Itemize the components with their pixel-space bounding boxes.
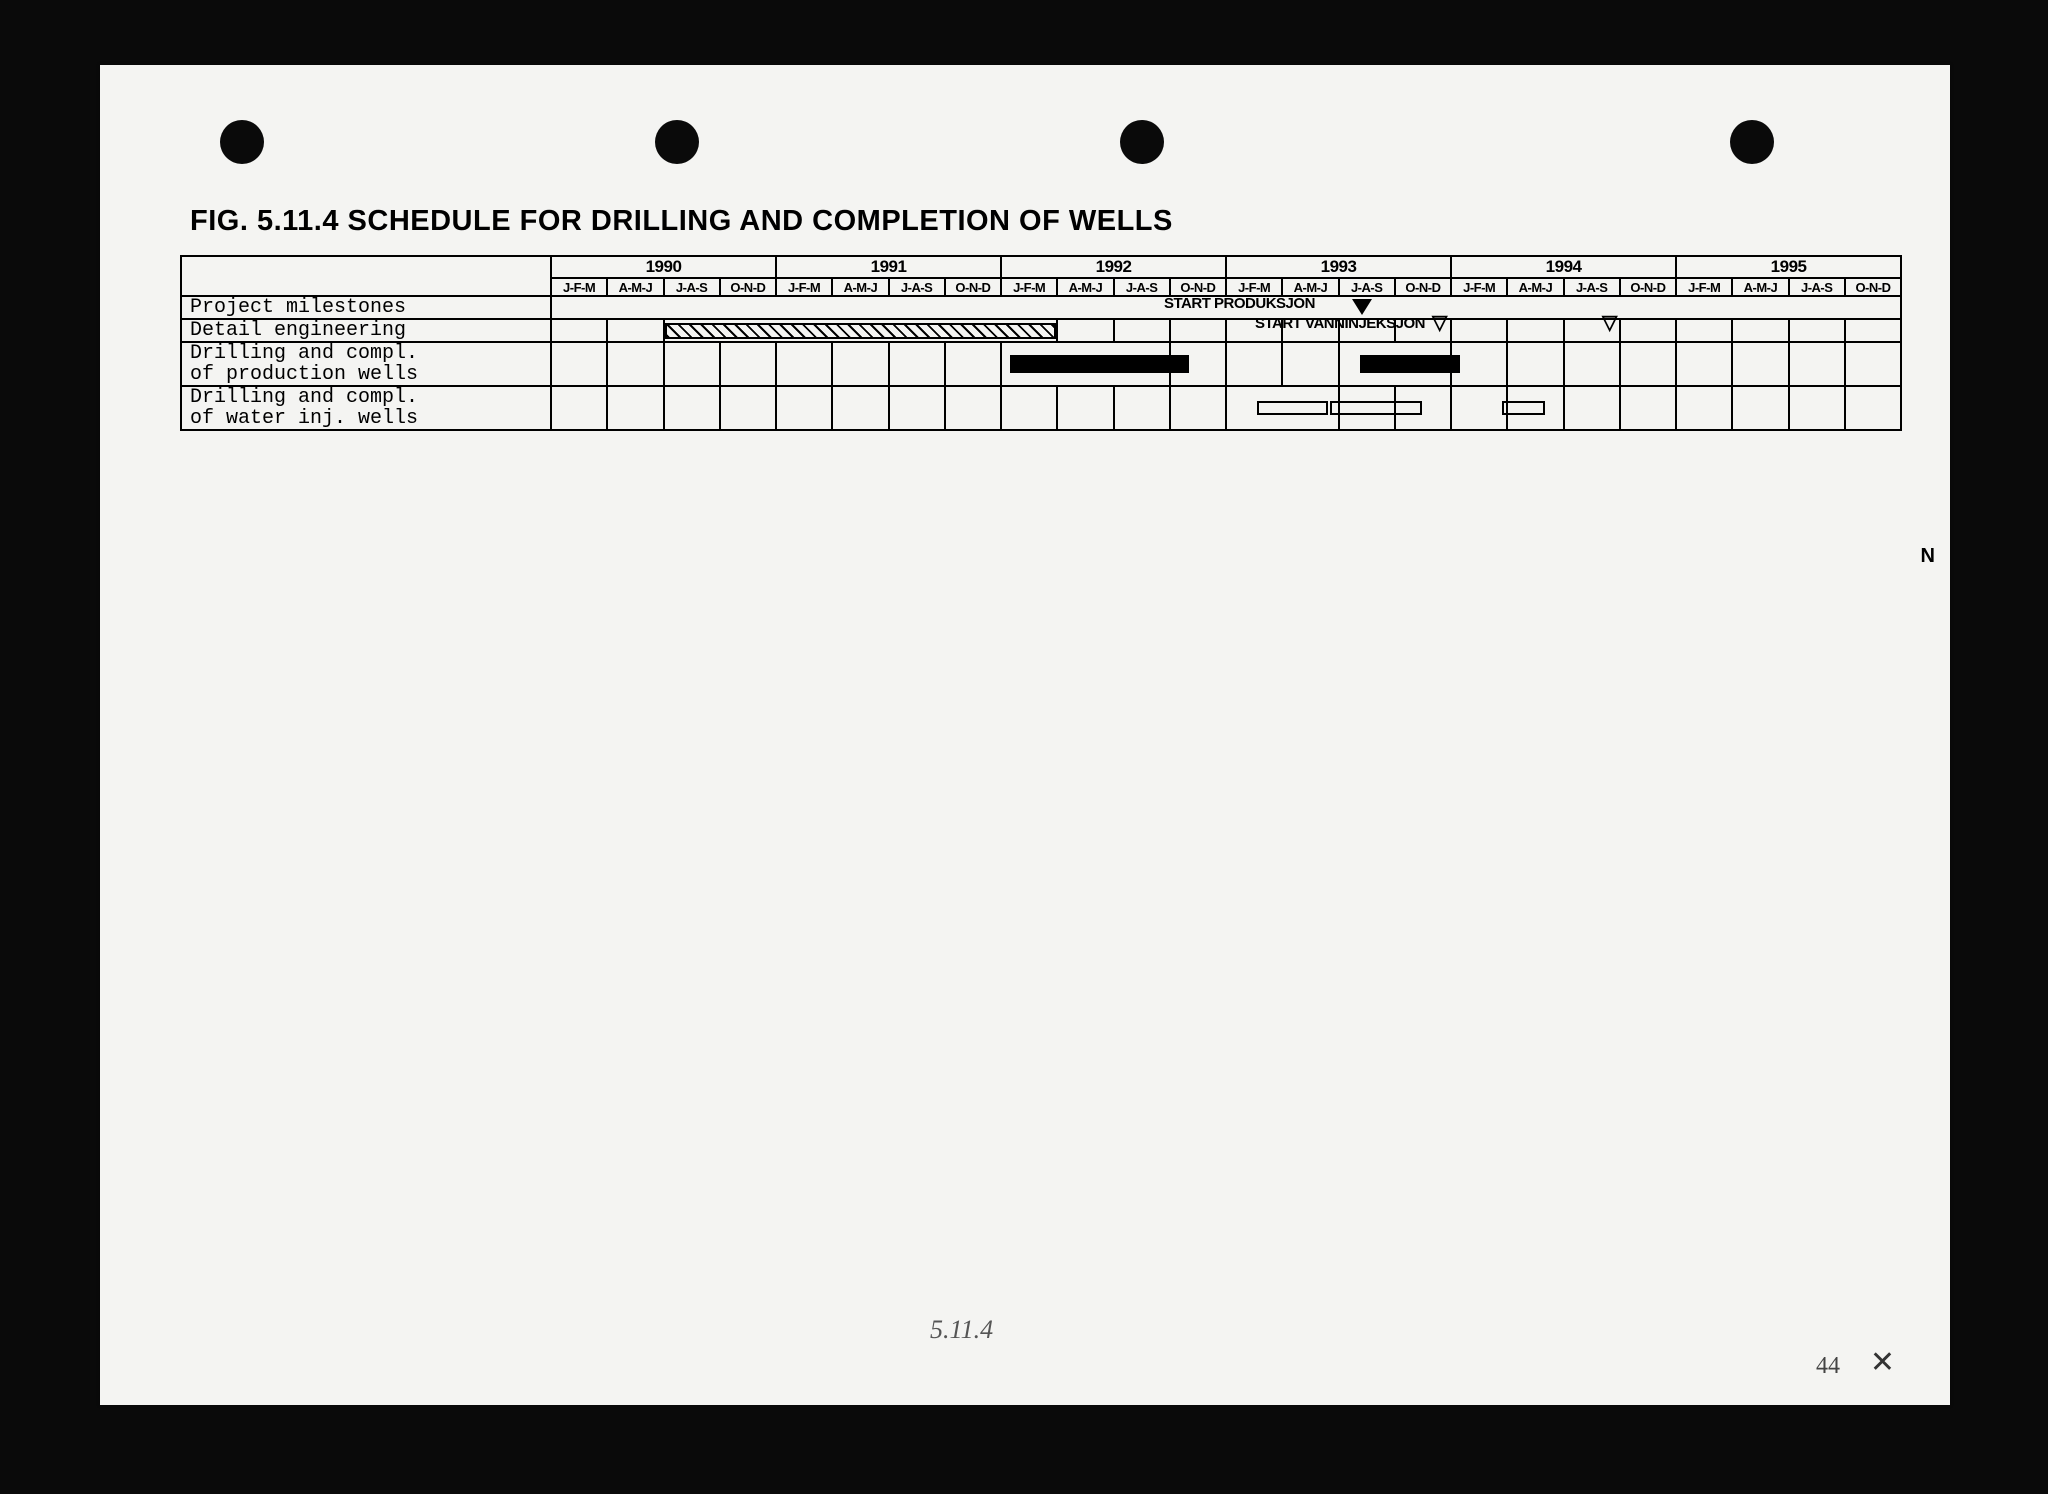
quarter-header: A-M-J xyxy=(832,278,888,296)
year-header: 1994 xyxy=(1451,256,1676,278)
x-mark: ✕ xyxy=(1870,1345,1895,1380)
quarter-header: J-A-S xyxy=(1789,278,1845,296)
quarter-header: J-F-M xyxy=(776,278,832,296)
gantt-bar-hatch xyxy=(665,323,1057,339)
quarter-header: J-A-S xyxy=(889,278,945,296)
gantt-bar-hollow xyxy=(1502,401,1544,415)
quarter-header: J-A-S xyxy=(1339,278,1395,296)
row-label: Drilling and compl. of water inj. wells xyxy=(181,386,551,430)
gantt-bar-solid xyxy=(1010,355,1189,373)
quarter-header: O-N-D xyxy=(1620,278,1676,296)
table-row-milestones: Project milestones START PRODUKSJON STAR… xyxy=(181,296,1901,319)
quarter-header: J-A-S xyxy=(664,278,720,296)
side-letter: N xyxy=(1921,545,1935,568)
quarter-header: A-M-J xyxy=(1507,278,1563,296)
quarter-header: O-N-D xyxy=(1170,278,1226,296)
quarter-header: O-N-D xyxy=(1845,278,1901,296)
gantt-bar-solid xyxy=(1360,355,1461,373)
milestone-label: START PRODUKSJON xyxy=(1164,295,1315,312)
gantt-bar-hollow xyxy=(1257,401,1328,415)
row-label: Project milestones xyxy=(181,296,551,319)
row-label: Drilling and compl. of production wells xyxy=(181,342,551,386)
triangle-marker-outline: ▽ xyxy=(1432,313,1447,333)
footer-figure-number: 5.11.4 xyxy=(930,1315,993,1345)
gantt-chart: 1990 1991 1992 1993 1994 1995 J-F-MA-M-J… xyxy=(180,255,1900,431)
year-header: 1993 xyxy=(1226,256,1451,278)
paper-page: FIG. 5.11.4 SCHEDULE FOR DRILLING AND CO… xyxy=(100,65,1950,1405)
gantt-bar-hollow xyxy=(1330,401,1422,415)
punch-hole xyxy=(655,120,699,164)
quarter-header: J-F-M xyxy=(1001,278,1057,296)
triangle-marker-outline: ▽ xyxy=(1602,313,1617,333)
quarter-header: A-M-J xyxy=(1057,278,1113,296)
quarter-header: J-F-M xyxy=(1451,278,1507,296)
quarter-header: J-F-M xyxy=(1226,278,1282,296)
year-header: 1995 xyxy=(1676,256,1901,278)
year-header: 1992 xyxy=(1001,256,1226,278)
table-row-prod-wells: Drilling and compl. of production wells xyxy=(181,342,1901,386)
quarter-header: A-M-J xyxy=(1282,278,1338,296)
quarter-header: J-A-S xyxy=(1564,278,1620,296)
punch-hole xyxy=(1730,120,1774,164)
figure-title: FIG. 5.11.4 SCHEDULE FOR DRILLING AND CO… xyxy=(190,205,1173,238)
page-number: 44 xyxy=(1816,1353,1840,1380)
quarter-header: O-N-D xyxy=(1395,278,1451,296)
milestone-label: START VANNINJEKSJON xyxy=(1255,315,1425,332)
quarter-header: J-F-M xyxy=(1676,278,1732,296)
quarter-header: O-N-D xyxy=(720,278,776,296)
quarter-header: A-M-J xyxy=(1732,278,1788,296)
year-header: 1991 xyxy=(776,256,1001,278)
year-header: 1990 xyxy=(551,256,776,278)
quarter-header: J-F-M xyxy=(551,278,607,296)
table-row-water-inj: Drilling and compl. of water inj. wells xyxy=(181,386,1901,430)
punch-hole xyxy=(220,120,264,164)
quarter-header: A-M-J xyxy=(607,278,663,296)
gantt-table: 1990 1991 1992 1993 1994 1995 J-F-MA-M-J… xyxy=(180,255,1902,431)
triangle-marker-filled xyxy=(1352,299,1372,315)
year-header-row: 1990 1991 1992 1993 1994 1995 xyxy=(181,256,1901,278)
table-row-detail-eng: Detail engineering xyxy=(181,319,1901,342)
row-label: Detail engineering xyxy=(181,319,551,342)
quarter-header: O-N-D xyxy=(945,278,1001,296)
punch-hole xyxy=(1120,120,1164,164)
quarter-header: J-A-S xyxy=(1114,278,1170,296)
